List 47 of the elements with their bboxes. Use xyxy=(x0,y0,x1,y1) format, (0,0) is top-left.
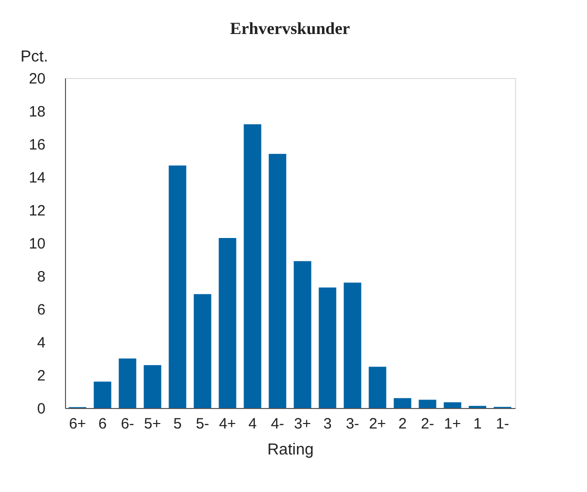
bar xyxy=(418,400,436,408)
bar xyxy=(244,124,262,408)
x-tick-label: 4+ xyxy=(218,416,236,432)
y-tick-label: 12 xyxy=(28,202,46,220)
bar xyxy=(344,282,362,408)
y-tick-label: 18 xyxy=(28,104,46,120)
x-tick-label: 5+ xyxy=(144,416,162,432)
bar xyxy=(118,358,136,408)
x-tick-label: 4- xyxy=(270,416,284,432)
bar xyxy=(368,366,386,408)
x-tick-label: 6+ xyxy=(68,416,86,432)
x-tick-label: 1- xyxy=(496,416,510,432)
x-tick-label: 3+ xyxy=(294,416,312,432)
x-tick-label: 5- xyxy=(196,416,210,432)
x-tick-label: 1 xyxy=(473,416,482,432)
x-tick-label: 6- xyxy=(120,416,134,432)
x-tick-label: 3 xyxy=(323,416,332,432)
y-tick-label: 0 xyxy=(37,400,46,418)
y-tick-label: 20 xyxy=(28,70,46,88)
bar xyxy=(444,402,462,408)
bar xyxy=(294,261,312,408)
bar xyxy=(194,294,212,408)
y-tick-label: 6 xyxy=(37,302,46,318)
y-tick-label: 14 xyxy=(28,170,46,186)
bar xyxy=(394,398,412,408)
x-axis-title: Rating xyxy=(267,442,314,458)
bar xyxy=(144,365,162,408)
chart-title: Erhvervskunder xyxy=(230,19,350,38)
bar xyxy=(318,288,336,408)
x-tick-label: 1+ xyxy=(444,416,462,432)
x-tick-label: 2+ xyxy=(368,416,386,432)
x-tick-label: 2- xyxy=(420,416,434,432)
y-tick-label: 16 xyxy=(28,136,46,154)
bar xyxy=(268,154,286,408)
y-tick-label: 2 xyxy=(37,368,46,384)
y-tick-label: 10 xyxy=(28,236,46,252)
y-tick-label: 4 xyxy=(37,334,46,352)
x-tick-label: 5 xyxy=(173,416,182,432)
x-tick-label: 4 xyxy=(248,416,257,432)
y-axis-title: Pct. xyxy=(20,48,48,66)
bar xyxy=(168,165,186,408)
x-tick-label: 6 xyxy=(98,416,107,432)
bar xyxy=(218,238,236,408)
x-tick-label: 2 xyxy=(398,416,407,432)
x-tick-label: 3- xyxy=(346,416,360,432)
bar xyxy=(94,382,112,408)
y-tick-label: 8 xyxy=(37,268,46,286)
